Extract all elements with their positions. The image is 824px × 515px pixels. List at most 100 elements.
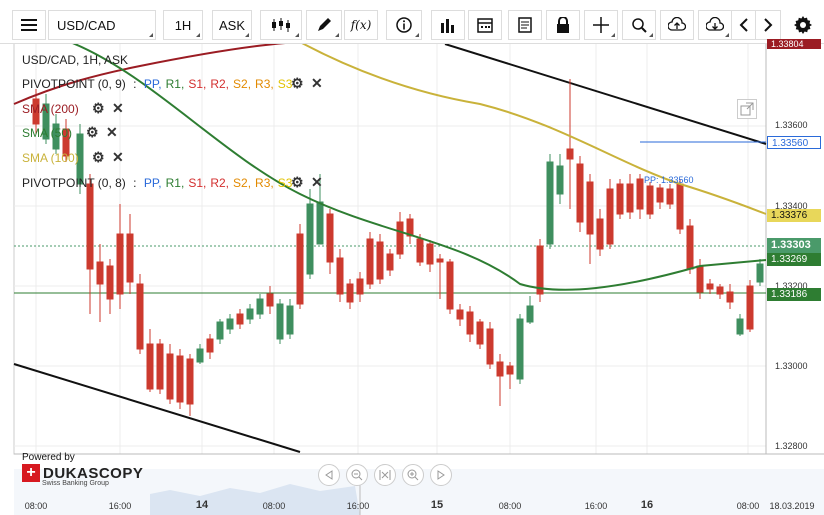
price-tag-pp: 1.33560 bbox=[767, 136, 821, 149]
candle-body bbox=[62, 128, 70, 157]
menu-button[interactable] bbox=[12, 10, 46, 40]
symbol-label: USD/CAD bbox=[57, 17, 116, 33]
candle-body bbox=[396, 221, 404, 255]
candle-body bbox=[696, 265, 704, 293]
price-tick: 1.33200 bbox=[775, 281, 808, 291]
pivot-level-label: S1, bbox=[188, 176, 207, 190]
candle-body bbox=[746, 285, 754, 330]
nav-zoom-out-button[interactable] bbox=[346, 464, 368, 486]
expand-icon bbox=[740, 102, 754, 116]
pivot-level-label: R2, bbox=[210, 77, 230, 91]
sma-200-settings-icon[interactable]: ⚙ bbox=[92, 100, 105, 116]
pivot-level-label: PP, bbox=[143, 77, 162, 91]
expand-button[interactable] bbox=[737, 99, 757, 119]
brand-subtitle: Swiss Banking Group bbox=[42, 480, 109, 487]
sma-100-line bbox=[301, 44, 767, 215]
settings-button[interactable] bbox=[788, 10, 818, 40]
price-tick: 1.33400 bbox=[775, 201, 808, 211]
candle-body bbox=[426, 243, 434, 265]
crosshair-icon bbox=[593, 17, 609, 33]
time-tick-day: 15 bbox=[430, 499, 444, 511]
nav-zoom-in-button[interactable] bbox=[402, 464, 424, 486]
pivot-level-label: R1, bbox=[165, 176, 185, 190]
trendline-lower bbox=[13, 363, 301, 453]
sma-200-close-icon[interactable]: ✕ bbox=[112, 100, 124, 116]
zoom-in-icon bbox=[407, 469, 419, 481]
price-tick: 1.33000 bbox=[775, 361, 808, 371]
sma-100-close-icon[interactable]: ✕ bbox=[112, 149, 124, 165]
chart-type-button[interactable] bbox=[260, 10, 302, 40]
crosshair-button[interactable] bbox=[584, 10, 618, 40]
notes-button[interactable] bbox=[508, 10, 542, 40]
sma-100-settings-icon[interactable]: ⚙ bbox=[92, 149, 105, 165]
nav-forward-button[interactable] bbox=[430, 464, 452, 486]
candle-body bbox=[646, 185, 654, 215]
price-chart[interactable] bbox=[0, 44, 824, 515]
swiss-cross-icon: + bbox=[22, 464, 40, 482]
candle-body bbox=[496, 361, 504, 377]
symbol-selector[interactable]: USD/CAD bbox=[48, 10, 156, 40]
candle-body bbox=[556, 165, 564, 195]
candle-body bbox=[606, 188, 614, 245]
time-tick-day: 14 bbox=[195, 499, 209, 511]
scroll-right-button[interactable] bbox=[755, 10, 781, 40]
nav-back-button[interactable] bbox=[318, 464, 340, 486]
price-tag-level: 1.33186 bbox=[767, 288, 821, 301]
candle-body bbox=[636, 178, 644, 210]
bar-chart-icon bbox=[441, 19, 454, 33]
draw-tool-button[interactable] bbox=[306, 10, 342, 40]
candle-body bbox=[196, 348, 204, 363]
time-tick: 08:00 bbox=[262, 501, 286, 511]
candle-body bbox=[126, 233, 134, 283]
legend-pivot-2-levels: PP, R1, S1, R2, S2, R3, S3 bbox=[140, 176, 293, 190]
indicators-button[interactable]: f(x) bbox=[344, 10, 378, 40]
pivot-1-close-icon[interactable]: ✕ bbox=[311, 75, 323, 91]
candle-body bbox=[756, 263, 764, 283]
legend-pivot-2: PIVOTPOINT (0, 8) : PP, R1, S1, R2, S2, R3, S3 bbox=[22, 176, 293, 190]
pivot-2-settings-icon[interactable]: ⚙ bbox=[291, 174, 304, 190]
chart-legend-header: USD/CAD, 1H, ASK bbox=[22, 53, 129, 67]
calendar-button[interactable] bbox=[468, 10, 502, 40]
volume-button[interactable] bbox=[431, 10, 465, 40]
dukascopy-logo: + DUKASCOPY bbox=[22, 464, 143, 482]
pivot-1-settings-icon[interactable]: ⚙ bbox=[291, 75, 304, 91]
candle-body bbox=[116, 233, 124, 295]
candle-body bbox=[686, 225, 694, 270]
cloud-download-icon bbox=[706, 17, 724, 31]
lock-button[interactable] bbox=[546, 10, 580, 40]
pivot-2-close-icon[interactable]: ✕ bbox=[311, 174, 323, 190]
nav-fit-button[interactable] bbox=[374, 464, 396, 486]
zoom-button[interactable] bbox=[622, 10, 656, 40]
side-selector[interactable]: ASK bbox=[212, 10, 252, 40]
candle-body bbox=[316, 201, 324, 245]
download-button[interactable] bbox=[698, 10, 732, 40]
legend-pivot-1-name: PIVOTPOINT (0, 9) bbox=[22, 77, 126, 91]
candle-body bbox=[96, 261, 104, 285]
chart-area[interactable]: USD/CAD, 1H, ASK PIVOTPOINT (0, 9) : PP,… bbox=[0, 39, 824, 515]
sma-50-settings-icon[interactable]: ⚙ bbox=[86, 124, 99, 140]
upload-button[interactable] bbox=[660, 10, 694, 40]
candle-body bbox=[286, 305, 294, 335]
sma-200-line bbox=[13, 44, 286, 105]
time-tick: 08:00 bbox=[736, 501, 760, 511]
candle-body bbox=[716, 286, 724, 295]
candle-body bbox=[476, 321, 484, 345]
document-icon bbox=[518, 17, 532, 33]
candle-body bbox=[676, 183, 684, 230]
period-label: 1H bbox=[174, 17, 192, 33]
pivot-level-label: R3, bbox=[255, 77, 274, 91]
function-icon: f(x) bbox=[350, 18, 372, 32]
candle-body bbox=[42, 103, 50, 140]
candle-body bbox=[226, 318, 234, 330]
play-left-icon bbox=[325, 470, 333, 480]
scroll-left-button[interactable] bbox=[731, 10, 755, 40]
pivot-level-label: S2, bbox=[233, 77, 252, 91]
legend-sma-100: SMA (100) bbox=[22, 151, 79, 165]
candle-body bbox=[166, 353, 174, 400]
zoom-icon bbox=[632, 18, 647, 33]
chevron-right-icon bbox=[764, 18, 773, 32]
sma-50-close-icon[interactable]: ✕ bbox=[106, 124, 118, 140]
info-button[interactable] bbox=[386, 10, 422, 40]
candle-body bbox=[356, 278, 364, 295]
period-selector[interactable]: 1H bbox=[163, 10, 203, 40]
